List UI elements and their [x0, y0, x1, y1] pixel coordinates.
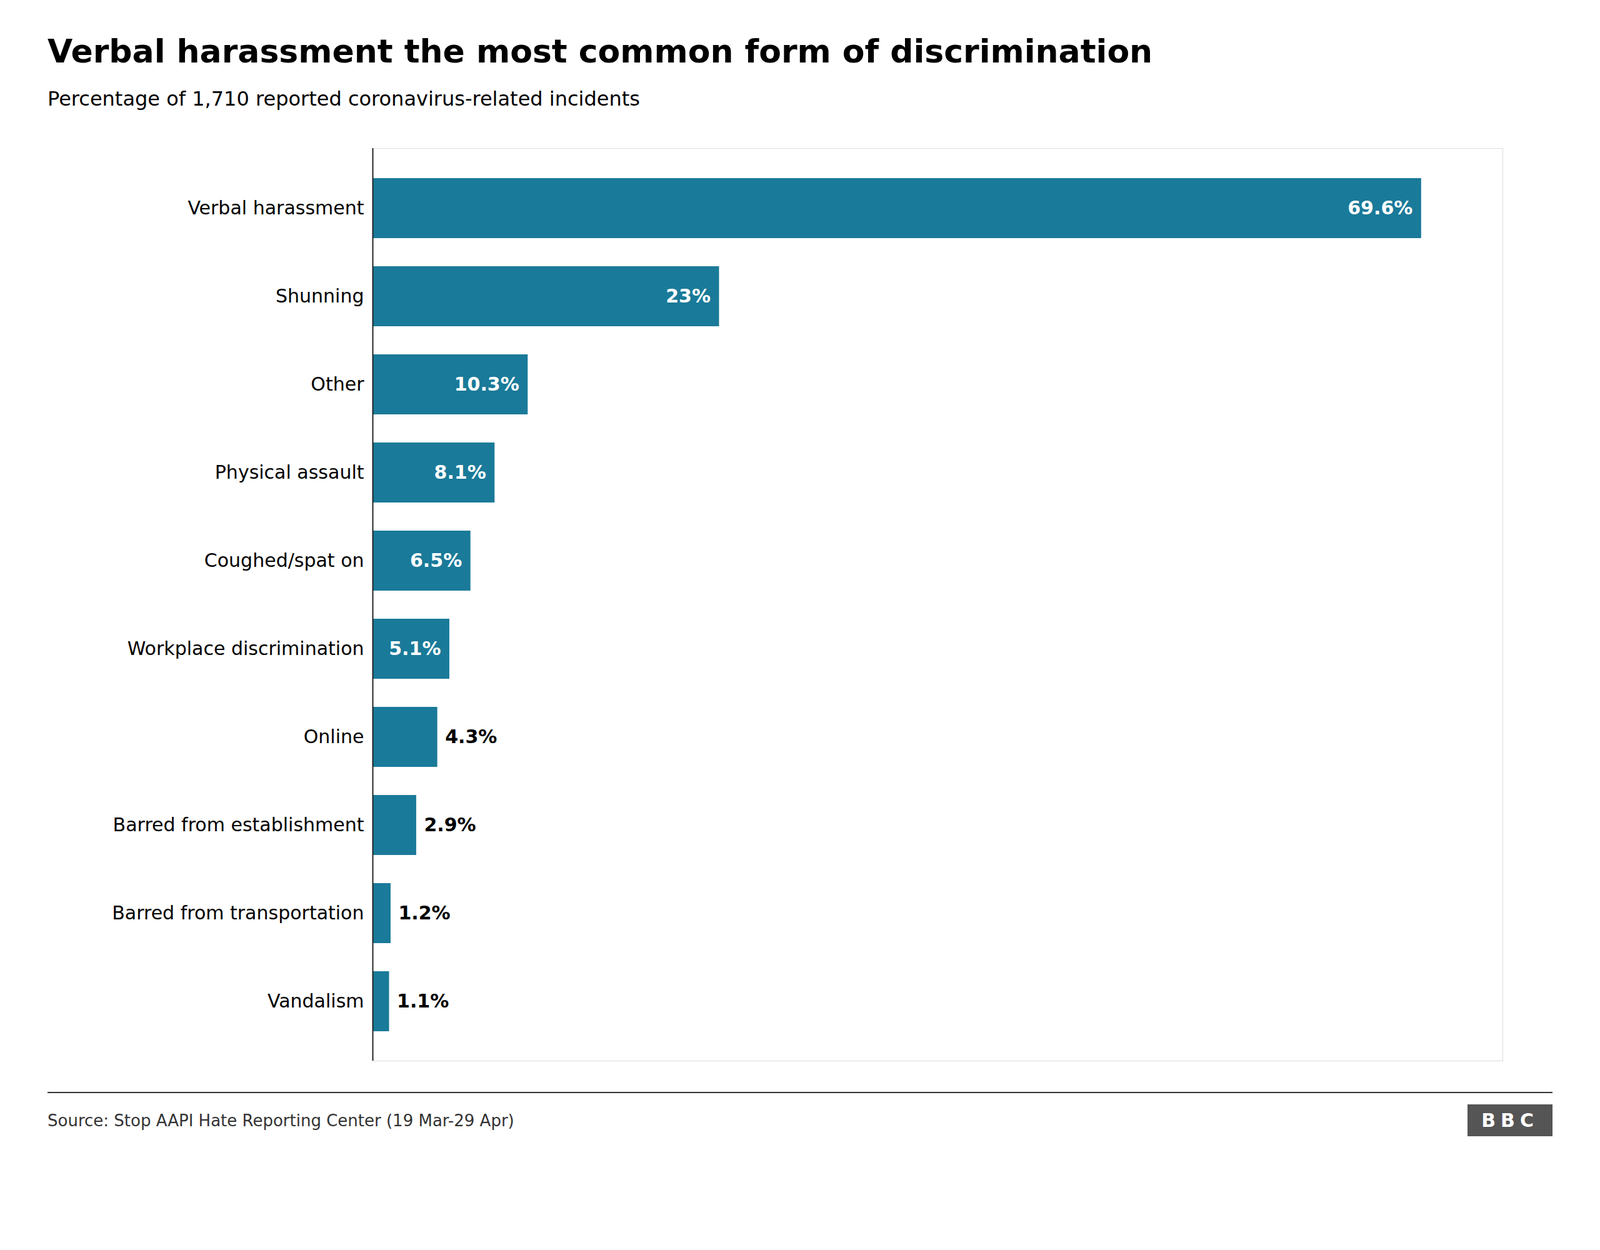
svg-text:Vandalism: Vandalism [267, 990, 365, 1012]
svg-text:5.1%: 5.1% [388, 637, 441, 660]
svg-text:6.5%: 6.5% [410, 549, 462, 572]
svg-text:Other: Other [310, 373, 365, 395]
html-text:BBC: BBC [1481, 1109, 1539, 1132]
svg-text:Barred from establishment: Barred from establishment [113, 813, 365, 836]
svg-text:8.1%: 8.1% [434, 461, 487, 484]
svg-text:Workplace discrimination: Workplace discrimination [127, 637, 365, 660]
svg-text:Online: Online [303, 725, 365, 748]
svg-text:Physical assault: Physical assault [215, 461, 365, 484]
html-text:Percentage of 1,710 reported c: Percentage of 1,710 reported coronavirus… [47, 86, 640, 111]
svg-text:23%: 23% [665, 285, 711, 307]
svg-text:1.2%: 1.2% [398, 901, 450, 924]
html-text:Source: Stop AAPI Hate Reporti: Source: Stop AAPI Hate Reporting Center … [47, 1110, 515, 1130]
svg-text:Shunning: Shunning [275, 285, 365, 307]
html-text:Verbal harassment the most com: Verbal harassment the most common form o… [47, 32, 1153, 70]
svg-text:Coughed/spat on: Coughed/spat on [204, 549, 365, 572]
svg-text:4.3%: 4.3% [445, 725, 497, 748]
svg-text:2.9%: 2.9% [423, 813, 476, 836]
svg-text:Verbal harassment: Verbal harassment [187, 196, 364, 219]
svg-text:Barred from transportation: Barred from transportation [111, 901, 364, 924]
svg-text:1.1%: 1.1% [396, 990, 449, 1012]
svg-text:69.6%: 69.6% [1347, 196, 1413, 219]
svg-text:10.3%: 10.3% [454, 373, 520, 395]
